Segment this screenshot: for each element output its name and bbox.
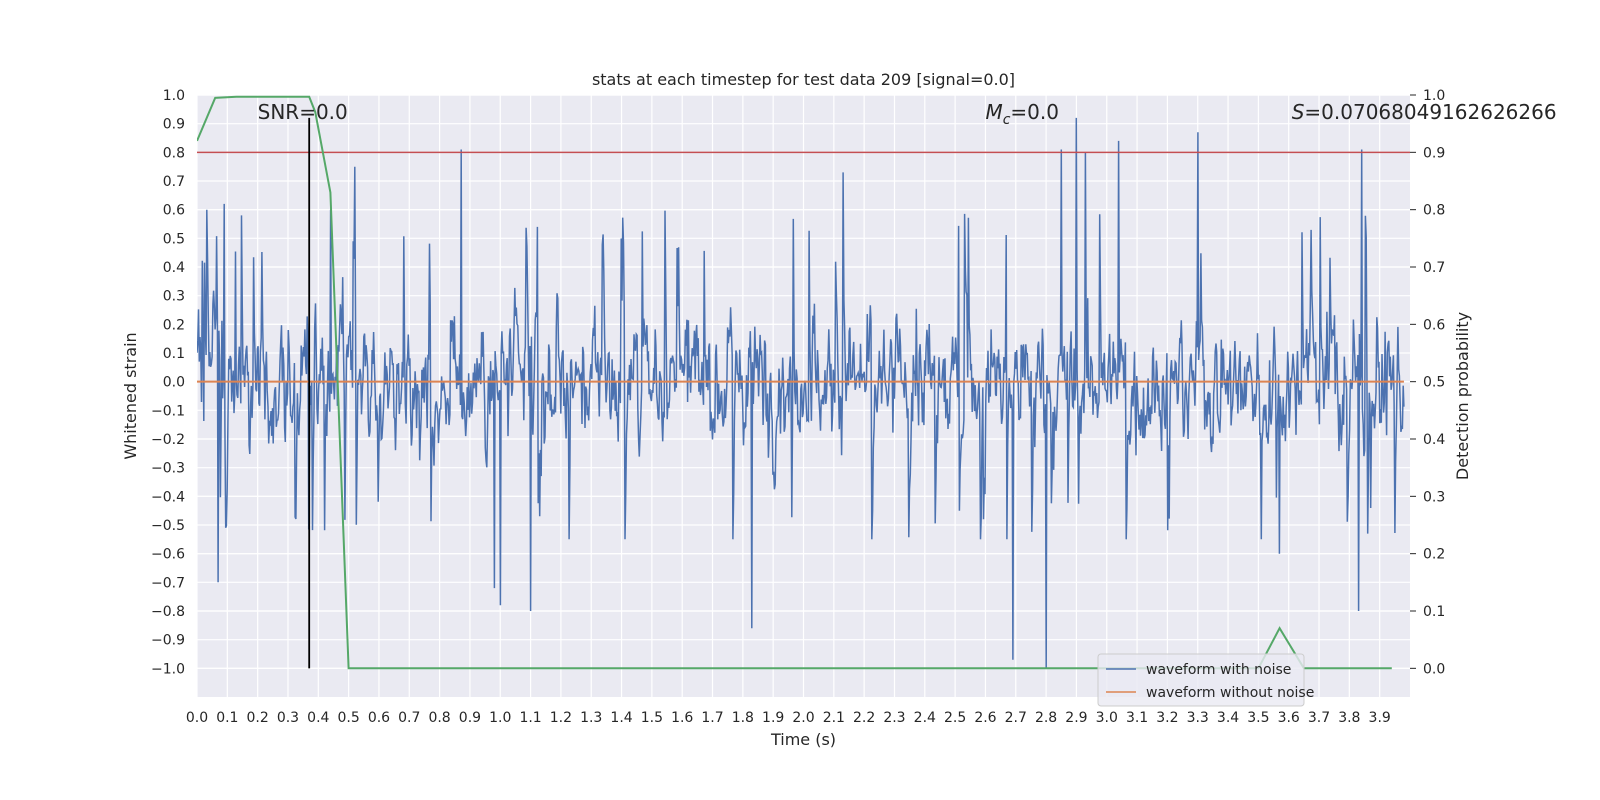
- y-tick-label: −0.1: [151, 403, 185, 419]
- x-tick-label: 0.3: [277, 710, 299, 726]
- x-tick-label: 1.8: [732, 710, 754, 726]
- y-tick-label: −1.0: [151, 661, 185, 677]
- x-tick-label: 1.1: [519, 710, 541, 726]
- series-detection-probability: [197, 95, 1392, 670]
- x-tick-label: 2.1: [823, 710, 845, 726]
- y-axis-label: Whitened strain: [121, 332, 140, 459]
- y-tick-label: −0.2: [151, 432, 185, 448]
- y-tick-label: 0.0: [163, 375, 185, 391]
- y2-tick-label: 1.0: [1423, 88, 1445, 104]
- y2-tick-label: 0.1: [1423, 604, 1445, 620]
- x-tick-label: 1.2: [550, 710, 572, 726]
- x-tick-label: 3.2: [1156, 710, 1178, 726]
- x-tick-label: 0.8: [428, 710, 450, 726]
- y-tick-label: 0.6: [163, 203, 185, 219]
- annotation-snr: SNR=0.0: [258, 100, 348, 124]
- x-tick-label: 2.7: [1005, 710, 1027, 726]
- x-tick-label: 2.9: [1065, 710, 1087, 726]
- annotation-chirp-mass-subscript: c: [1003, 112, 1011, 128]
- x-tick-label: 2.2: [853, 710, 875, 726]
- y-tick-label: −0.6: [151, 547, 185, 563]
- annotation-s-symbol: S: [1292, 100, 1305, 124]
- x-tick-label: 0.2: [247, 710, 269, 726]
- annotation-chirp-mass-symbol: M: [985, 100, 1002, 124]
- y2-tick-label: 0.6: [1423, 317, 1445, 333]
- x-tick-label: 3.0: [1096, 710, 1118, 726]
- x-tick-label: 3.4: [1217, 710, 1239, 726]
- y-tick-label: −0.4: [151, 489, 185, 505]
- x-tick-label: 3.9: [1369, 710, 1391, 726]
- y2-tick-label: 0.0: [1423, 661, 1445, 677]
- x-tick-label: 2.0: [792, 710, 814, 726]
- x-tick-label: 1.6: [671, 710, 693, 726]
- x-tick-label: 2.8: [1035, 710, 1057, 726]
- x-tick-label: 0.1: [216, 710, 238, 726]
- y-tick-label: 0.5: [163, 231, 185, 247]
- x-tick-label: 2.6: [974, 710, 996, 726]
- y-tick-label: 1.0: [163, 88, 185, 104]
- x-tick-label: 3.6: [1278, 710, 1300, 726]
- x-tick-label: 1.3: [580, 710, 602, 726]
- y-tick-label: 0.1: [163, 346, 185, 362]
- y-tick-label: −0.8: [151, 604, 185, 620]
- x-tick-label: 0.4: [307, 710, 329, 726]
- y2-tick-label: 0.7: [1423, 260, 1445, 276]
- chart-title: stats at each timestep for test data 209…: [592, 70, 1015, 89]
- series-waveform-with-noise: [197, 117, 1405, 669]
- legend: waveform with noise waveform without noi…: [1097, 653, 1314, 707]
- y-tick-label: 0.7: [163, 174, 185, 190]
- x-tick-label: 2.4: [914, 710, 936, 726]
- y-tick-label: 0.8: [163, 145, 185, 161]
- x-tick-label: 1.5: [641, 710, 663, 726]
- y-tick-label: −0.3: [151, 461, 185, 477]
- x-tick-label: 3.8: [1338, 710, 1360, 726]
- y-tick-label: 0.3: [163, 289, 185, 305]
- legend-box: [1097, 653, 1305, 707]
- tick-layer: 0.0 0.1 0.2 0.3 0.4 0.5 0.6 0.7 0.8 0.9 1.0 1.1 1.2 1…: [151, 88, 1445, 726]
- annotation-s-value: =0.07068049162626266: [1304, 100, 1556, 124]
- y2-tick-label: 0.2: [1423, 547, 1445, 563]
- x-axis-label: Time (s): [770, 730, 836, 749]
- x-tick-label: 0.7: [398, 710, 420, 726]
- y2-tick-label: 0.5: [1423, 375, 1445, 391]
- x-tick-label: 2.3: [883, 710, 905, 726]
- y-tick-label: −0.5: [151, 518, 185, 534]
- x-tick-label: 3.1: [1126, 710, 1148, 726]
- y2-tick-label: 0.4: [1423, 432, 1445, 448]
- legend-label-waveform-with-noise: waveform with noise: [1146, 662, 1291, 678]
- x-tick-label: 3.3: [1187, 710, 1209, 726]
- annotation-chirp-mass-value: =0.0: [1010, 100, 1059, 124]
- annotation-s: S=0.07068049162626266: [1292, 100, 1557, 124]
- x-tick-label: 1.7: [701, 710, 723, 726]
- y2-axis-label: Detection probability: [1453, 312, 1472, 480]
- x-tick-label: 0.5: [337, 710, 359, 726]
- x-tick-label: 3.7: [1308, 710, 1330, 726]
- legend-label-waveform-without-noise: waveform without noise: [1146, 685, 1314, 701]
- y-tick-label: 0.2: [163, 317, 185, 333]
- y2-tick-label: 0.8: [1423, 203, 1445, 219]
- x-tick-label: 0.6: [368, 710, 390, 726]
- x-tick-label: 0.9: [459, 710, 481, 726]
- y2-tick-label: 0.9: [1423, 145, 1445, 161]
- x-tick-label: 1.9: [762, 710, 784, 726]
- data-layer: [197, 95, 1410, 670]
- y-tick-label: −0.9: [151, 633, 185, 649]
- y2-tick-label: 0.3: [1423, 489, 1445, 505]
- x-tick-label: 0.0: [186, 710, 208, 726]
- x-tick-label: 3.5: [1247, 710, 1269, 726]
- y-tick-label: 0.9: [163, 117, 185, 133]
- grid: [196, 94, 1410, 697]
- x-tick-label: 1.0: [489, 710, 511, 726]
- x-tick-label: 2.5: [944, 710, 966, 726]
- y-tick-label: −0.7: [151, 575, 185, 591]
- annotation-chirp-mass: Mc=0.0: [985, 100, 1059, 128]
- x-tick-label: 1.4: [610, 710, 632, 726]
- y-tick-label: 0.4: [163, 260, 185, 276]
